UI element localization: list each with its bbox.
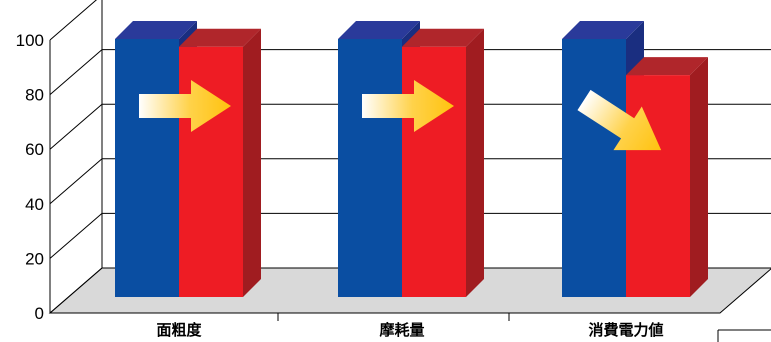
- arrow-shape: [362, 80, 454, 132]
- bar: [562, 39, 626, 297]
- bar-side: [690, 57, 708, 298]
- bar: [115, 39, 179, 297]
- x-category-label: 消費電力値: [588, 321, 663, 339]
- bar-top: [402, 28, 484, 47]
- gridline-diagonal: [49, 103, 103, 150]
- arrow-shape: [577, 89, 662, 151]
- y-tick-label: 100: [16, 31, 44, 50]
- gridline-diagonal: [49, 213, 103, 259]
- bar-top: [562, 21, 644, 39]
- trend-arrow: [362, 80, 454, 132]
- bar: [626, 75, 690, 298]
- gridline-diagonal: [49, 158, 103, 205]
- trend-arrow: [139, 80, 231, 132]
- bar: [402, 46, 466, 297]
- bar-side: [466, 28, 484, 298]
- bar-top: [115, 21, 197, 39]
- gridline-diagonal: [49, 0, 97, 41]
- x-category-label: 摩耗量: [379, 321, 424, 339]
- y-tick-label: 20: [25, 249, 44, 268]
- y-tick-label: 0: [35, 304, 44, 323]
- y-tick-label: 80: [25, 86, 44, 105]
- bar-top: [179, 28, 261, 47]
- bar-side: [243, 28, 261, 298]
- bar-top: [626, 57, 708, 76]
- bar: [338, 39, 402, 297]
- x-category-label: 面粗度: [156, 321, 202, 339]
- bar: [179, 46, 243, 297]
- y-tick-label: 60: [25, 140, 44, 159]
- bar-top: [338, 21, 420, 39]
- gridline-diagonal: [49, 267, 103, 314]
- trend-arrow: [577, 89, 662, 151]
- gridline-diagonal: [49, 49, 103, 95]
- arrow-shape: [139, 80, 231, 132]
- y-tick-label: 40: [25, 195, 44, 214]
